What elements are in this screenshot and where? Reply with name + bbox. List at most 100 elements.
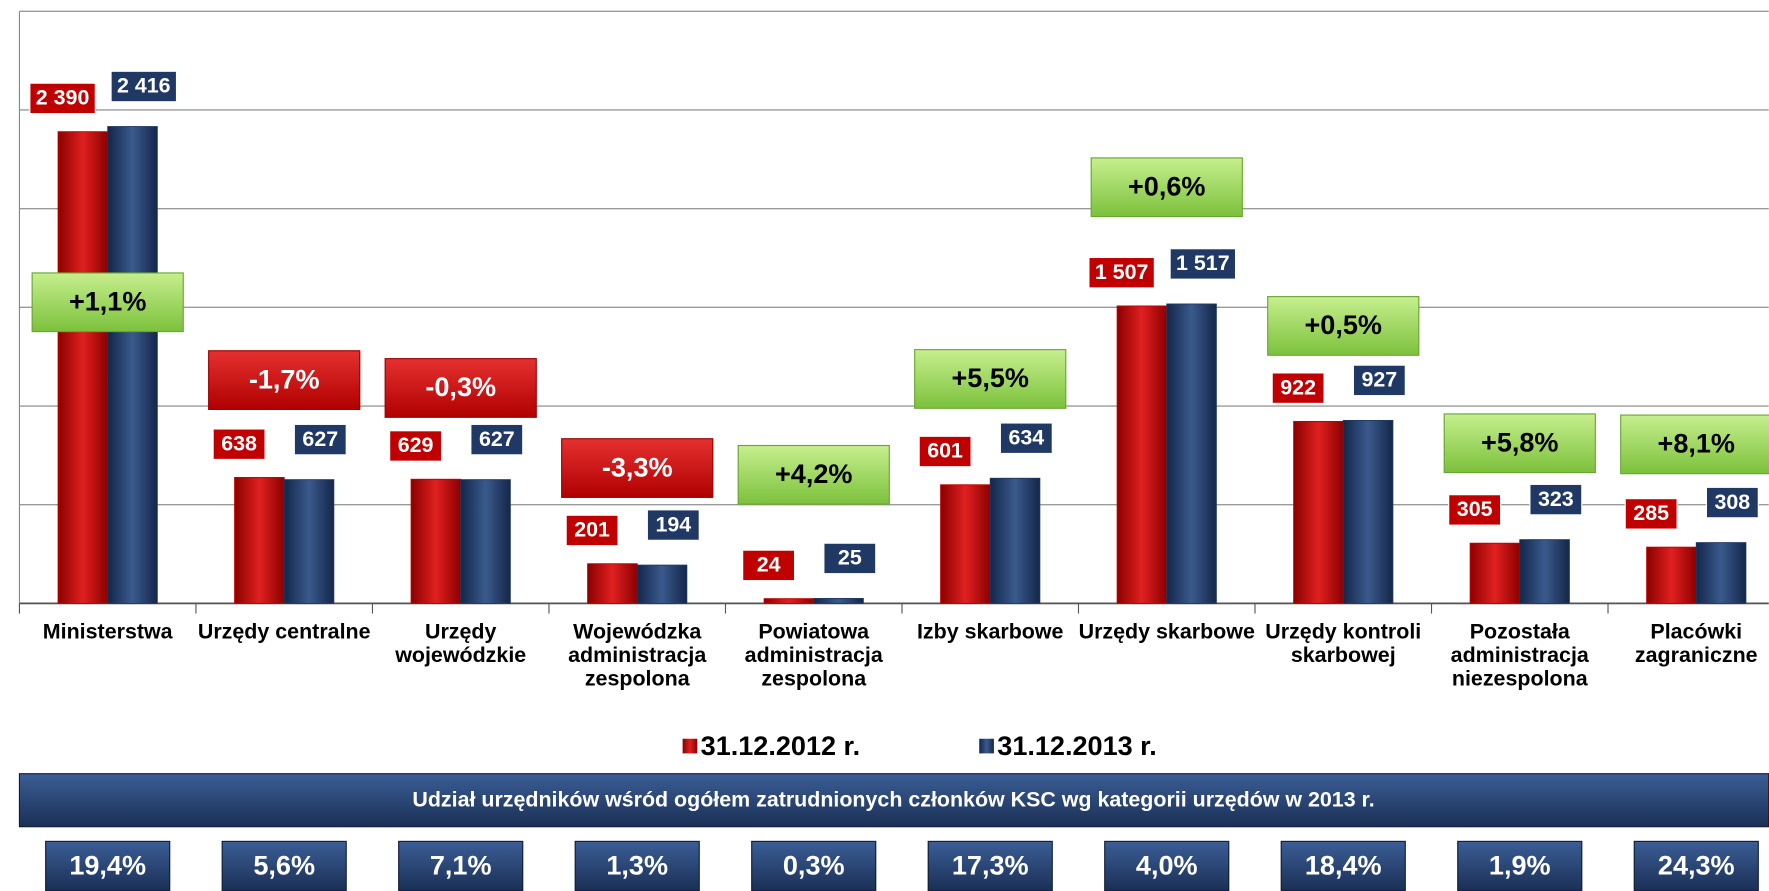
share-box	[1280, 840, 1406, 891]
value-label: 1 517	[1176, 251, 1230, 275]
value-label: 323	[1538, 487, 1574, 511]
change-box	[561, 438, 714, 498]
change-box	[737, 444, 890, 505]
bar	[1469, 542, 1521, 604]
share-label: 1,3%	[606, 850, 668, 880]
legend-swatch	[682, 738, 698, 754]
value-label: 2 390	[36, 86, 90, 110]
share-label: 19,4%	[69, 850, 146, 880]
value-label: 194	[655, 512, 691, 536]
change-box	[1090, 157, 1243, 218]
value-label: 922	[1280, 375, 1316, 399]
change-label: +0,5%	[1305, 310, 1382, 340]
change-label: -0,3%	[425, 372, 496, 402]
value-label: 601	[927, 439, 963, 463]
bar	[989, 477, 1041, 604]
share-box	[574, 840, 700, 891]
x-tick-label: Powiatowa administracja zespolona	[744, 620, 883, 692]
value-label: 629	[398, 433, 434, 457]
change-box	[1620, 414, 1769, 475]
legend-swatch	[979, 738, 994, 754]
x-tick-label: Pozostała administracja niezespolona	[1450, 620, 1589, 692]
value-label: 634	[1008, 425, 1044, 449]
value-label-box	[110, 70, 178, 103]
bar	[1166, 303, 1217, 604]
category-label-box: Urzędy centralne	[197, 620, 371, 645]
x-tick-label: Urzędy centralne	[197, 620, 371, 645]
category-label-box: Urzędy skarbowe	[1079, 620, 1255, 644]
x-tick-label: Ministerstwa	[42, 620, 173, 645]
value-label-box	[1352, 364, 1406, 397]
change-label: +5,5%	[952, 363, 1029, 393]
category-label-box: Powiatowa administracja zespolona	[744, 620, 883, 692]
value-label: 1 507	[1095, 260, 1149, 284]
value-label-box	[565, 514, 619, 547]
x-tick-label: Wojewódzka administracja zespolona	[568, 620, 707, 692]
change-box	[208, 350, 361, 410]
value-label: 305	[1457, 497, 1493, 521]
bar	[1116, 305, 1168, 604]
bar	[587, 563, 638, 604]
share-label: 1,9%	[1489, 850, 1551, 880]
share-label: 7,1%	[430, 850, 492, 880]
value-label-box	[29, 82, 96, 115]
share-box	[398, 840, 524, 891]
value-label-box	[212, 428, 266, 460]
bar	[1293, 420, 1344, 604]
value-label: 24	[757, 553, 781, 577]
value-label-box	[1169, 248, 1237, 280]
category-label-box: Izby skarbowe	[916, 620, 1064, 645]
x-tick-label: Urzędy kontroli skarbowej	[1265, 620, 1422, 668]
value-label-box	[1624, 498, 1678, 530]
bar	[940, 484, 991, 604]
change-box	[914, 349, 1067, 409]
bar	[460, 479, 511, 604]
value-label-box	[823, 542, 877, 575]
share-label: 17,3%	[952, 850, 1029, 880]
value-label-box	[470, 423, 524, 456]
share-box	[751, 840, 877, 891]
bar	[283, 479, 335, 604]
value-label-box	[1529, 483, 1583, 516]
value-label-box	[646, 509, 700, 541]
value-label-box	[918, 435, 972, 468]
value-label: 201	[574, 518, 610, 542]
share-box	[221, 840, 347, 891]
category-label-box: Urzędy kontroli skarbowej	[1265, 620, 1422, 668]
change-label: +4,2%	[775, 459, 852, 489]
share-box	[1104, 840, 1230, 891]
change-box	[31, 272, 184, 333]
category-label-box: Urzędy wojewódzkie	[395, 620, 526, 667]
category-label-box: Pozostała administracja niezespolona	[1450, 620, 1589, 692]
bar	[410, 478, 462, 604]
bar	[57, 131, 109, 604]
bar	[636, 564, 688, 604]
value-label: 2 416	[117, 74, 171, 98]
change-label: -1,7%	[249, 364, 320, 394]
share-box	[927, 840, 1053, 891]
bar	[813, 598, 864, 604]
legend-label: 31.12.2013 r.	[997, 731, 1156, 761]
value-label: 25	[838, 546, 862, 570]
bar	[763, 598, 815, 604]
value-label: 627	[479, 427, 515, 451]
bar	[1695, 542, 1747, 604]
value-label-box	[742, 549, 796, 582]
share-label: 18,4%	[1305, 850, 1382, 880]
share-box	[45, 840, 171, 891]
change-label: +0,6%	[1128, 171, 1205, 201]
value-label-box	[1271, 372, 1325, 404]
value-label-box	[1088, 256, 1155, 289]
value-label: 285	[1633, 501, 1669, 525]
x-tick-label: Placówki zagraniczne	[1634, 620, 1758, 668]
share-label: 4,0%	[1136, 850, 1198, 880]
change-label: +8,1%	[1658, 429, 1735, 459]
share-label: 5,6%	[253, 850, 315, 880]
category-label-box: Wojewódzka administracja zespolona	[568, 620, 707, 692]
share-box	[1457, 840, 1583, 891]
value-label: 927	[1361, 368, 1397, 392]
x-tick-label: Izby skarbowe	[916, 620, 1064, 645]
share-banner	[18, 773, 1769, 828]
change-label: +1,1%	[69, 287, 146, 317]
